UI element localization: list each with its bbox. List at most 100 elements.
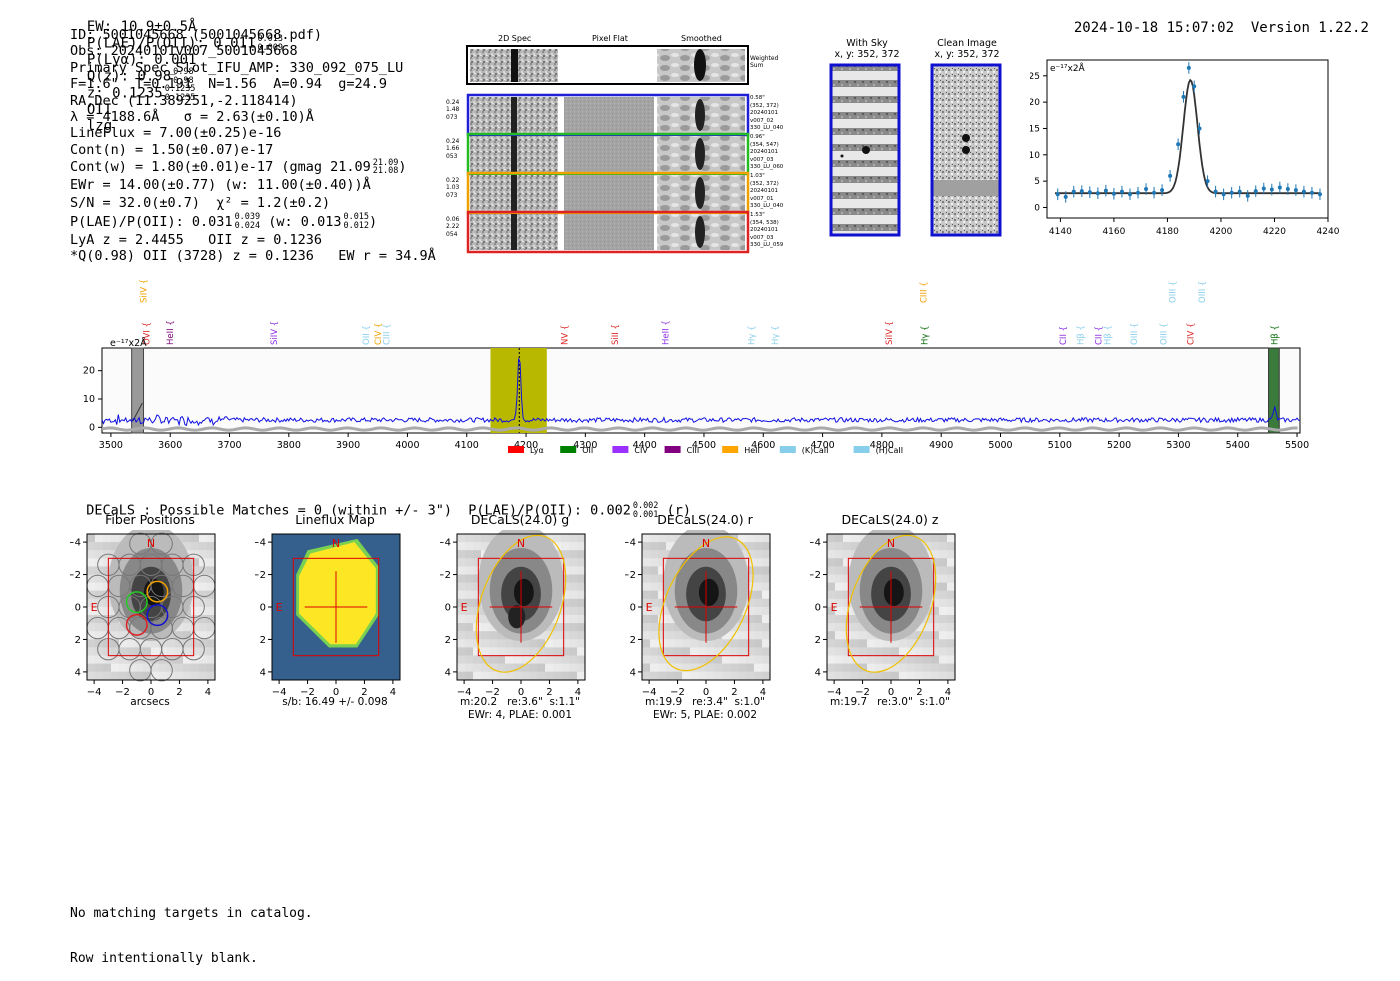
cutout-right-value: 0.58" bbox=[750, 95, 765, 101]
panel-ytick-label: −2 bbox=[70, 570, 81, 581]
north-label: N bbox=[702, 537, 710, 550]
col-title-2dspec: 2D Spec bbox=[498, 34, 532, 43]
linefit-points bbox=[1055, 62, 1322, 203]
panel-xtick-label: 0 bbox=[148, 687, 154, 698]
decals-panel-caption: m:19.7 re:3.0" s:1.0" bbox=[830, 696, 950, 708]
spectrum-xtick-label: 4800 bbox=[870, 440, 894, 451]
north-label: N bbox=[332, 537, 340, 550]
ws-1: Weighted bbox=[750, 55, 779, 62]
info-block: ID: 5001045668 (5001045668.pdf) Obs: 202… bbox=[70, 27, 436, 264]
spectrum-xtick-label: 3900 bbox=[336, 440, 360, 451]
panel-ytick-label: −4 bbox=[440, 538, 451, 549]
clean-image-xy: x, y: 352, 372 bbox=[934, 49, 1000, 60]
cutout-row-left-label: 0.06 2.22 054 bbox=[446, 216, 459, 238]
east-label: E bbox=[461, 601, 468, 614]
cutout-left-value: 053 bbox=[446, 152, 458, 160]
info-lineflux: LineFlux = 7.00(±0.25)e-16 bbox=[70, 125, 282, 142]
decals-panel-title: Lineflux Map bbox=[295, 512, 375, 527]
spectra-cutouts: 2D Spec Pixel Flat Smoothed bbox=[440, 33, 790, 263]
panel-ytick-label: 4 bbox=[815, 667, 821, 678]
legend-entry: (H)CaII bbox=[853, 446, 903, 455]
linefit-point bbox=[1253, 185, 1258, 197]
panel-xtick-label: −4 bbox=[457, 687, 472, 698]
fiber-highlight bbox=[146, 604, 169, 627]
decals-panel-plot: N E −4 4 −2 2 0 0 2 −2 4 −4 bbox=[810, 530, 956, 698]
cutout-left-value: 0.22 bbox=[446, 177, 460, 184]
spectrum-line-label: OII { bbox=[362, 325, 372, 345]
panel-xtick-label: −2 bbox=[855, 687, 870, 698]
linefit-point bbox=[1063, 191, 1068, 203]
linefit-point bbox=[1071, 185, 1076, 198]
spectrum-xtick-label: 4900 bbox=[929, 440, 953, 451]
panel-xtick-label: −4 bbox=[272, 687, 287, 698]
decals-panel: DECaLS(24.0) g N E −4 4 −2 2 0 0 2 −2 4 −4 m:20.2 re:… bbox=[440, 512, 600, 727]
galaxy-blob bbox=[508, 605, 526, 629]
svg-text:CIV: CIV bbox=[634, 446, 648, 455]
search-box bbox=[107, 557, 195, 657]
linefit-point bbox=[1285, 183, 1290, 195]
header-user: lzg bbox=[86, 118, 113, 134]
decals-panel-title: DECaLS(24.0) z bbox=[841, 512, 939, 527]
cutout-right-value: 20240101 bbox=[750, 110, 778, 117]
cutout-left-value: 1.03 bbox=[446, 184, 460, 192]
decals-panel-title: Fiber Positions bbox=[105, 512, 195, 527]
panel-xtick-label: −2 bbox=[115, 687, 130, 698]
info-radec: RA,Dec (11.389251,-2.118414) bbox=[70, 92, 298, 109]
linefit-xtick-label: 4200 bbox=[1209, 227, 1232, 235]
panel-ytick-label: −2 bbox=[810, 570, 821, 581]
linefit-point bbox=[1103, 184, 1108, 197]
spectrum-line-label: SiII { bbox=[611, 324, 621, 345]
panel-xtick-label: 0 bbox=[703, 687, 709, 698]
spectrum-line-label: OVI { bbox=[142, 322, 152, 345]
cutout-left-value: 0.06 bbox=[446, 216, 460, 223]
spectrum-ytick-label: 0 bbox=[89, 422, 95, 433]
north-label: N bbox=[147, 537, 155, 550]
cutout-row-left-label: 0.22 1.03 073 bbox=[446, 177, 459, 199]
spectrum-line-label: CII { bbox=[1094, 326, 1104, 345]
spectrum-line-label: HeII { bbox=[166, 320, 176, 345]
decals-summary: DECaLS : Possible Matches = 0 (within +/… bbox=[70, 486, 691, 519]
header-meta: 2024-10-18 15:07:02 Version 1.22.2 bbox=[1057, 4, 1369, 36]
panel-xtick-label: −2 bbox=[670, 687, 685, 698]
fiber-circle bbox=[150, 532, 173, 555]
cutout-pixelflat bbox=[564, 97, 654, 133]
spectrum-flux-line bbox=[101, 358, 1301, 427]
spectrum-line-label: Hβ { bbox=[1077, 325, 1087, 345]
decals-panel-plot: N E −4 4 −2 2 0 0 2 −2 4 −4 bbox=[255, 533, 401, 698]
spectrum-xtick-label: 5000 bbox=[988, 440, 1012, 451]
sky-images bbox=[829, 63, 1002, 237]
linefit-xtick-label: 4240 bbox=[1317, 227, 1340, 235]
cutout-right-value: 1.53" bbox=[750, 212, 765, 218]
linefit-ytick-label: 0 bbox=[1034, 203, 1040, 213]
cutout-right-value: 20240101 bbox=[750, 227, 778, 234]
decals-panel-plot: N E −4 4 −2 2 0 0 2 −2 4 −4 bbox=[440, 530, 586, 698]
panel-ytick-label: −4 bbox=[70, 538, 81, 549]
spectrum-line-label: Hβ { bbox=[1103, 325, 1113, 345]
with-sky-title: With Sky x, y: 352, 372 bbox=[828, 38, 906, 60]
linefit-point bbox=[1221, 188, 1226, 201]
legend-entry: Lyα bbox=[508, 446, 544, 455]
linefit-point bbox=[1176, 138, 1181, 151]
panel-ytick-label: 0 bbox=[815, 603, 821, 614]
spectrum-line-label: HeII { bbox=[661, 320, 671, 345]
cutout-smooth-blob bbox=[695, 138, 705, 170]
cutout-left-value: 1.66 bbox=[446, 145, 460, 153]
panel-xtick-label: 0 bbox=[333, 687, 339, 698]
panel-xtick-label: 2 bbox=[731, 687, 737, 698]
spectrum-line-label: Hβ { bbox=[1270, 325, 1280, 345]
spectrum-line-label: OIII { bbox=[1198, 281, 1208, 303]
spectrum-ytick-label: 20 bbox=[83, 366, 95, 377]
cutout-strips-svg bbox=[466, 45, 750, 254]
linefit-point bbox=[1197, 122, 1202, 135]
linefit-point bbox=[1192, 80, 1197, 93]
spectrum-line-label: OIII { bbox=[1168, 281, 1178, 303]
spectrum-line-label: CII { bbox=[1059, 326, 1069, 345]
plae2-lo: 0.024 bbox=[234, 220, 261, 231]
linefit-point bbox=[1144, 183, 1149, 195]
plae-lo: 0.009 bbox=[257, 42, 284, 53]
galaxy-blob bbox=[883, 578, 904, 607]
header-plae: P(LAE)/P(OII): 0.011 bbox=[86, 35, 256, 52]
linefit-point bbox=[1269, 183, 1274, 196]
decals-panel-caption: arcsecs bbox=[130, 696, 170, 708]
linefit-axes: 4140 4160 4180 4200 4220 4240 0 5 10 15 20 25 bbox=[1030, 72, 1340, 235]
